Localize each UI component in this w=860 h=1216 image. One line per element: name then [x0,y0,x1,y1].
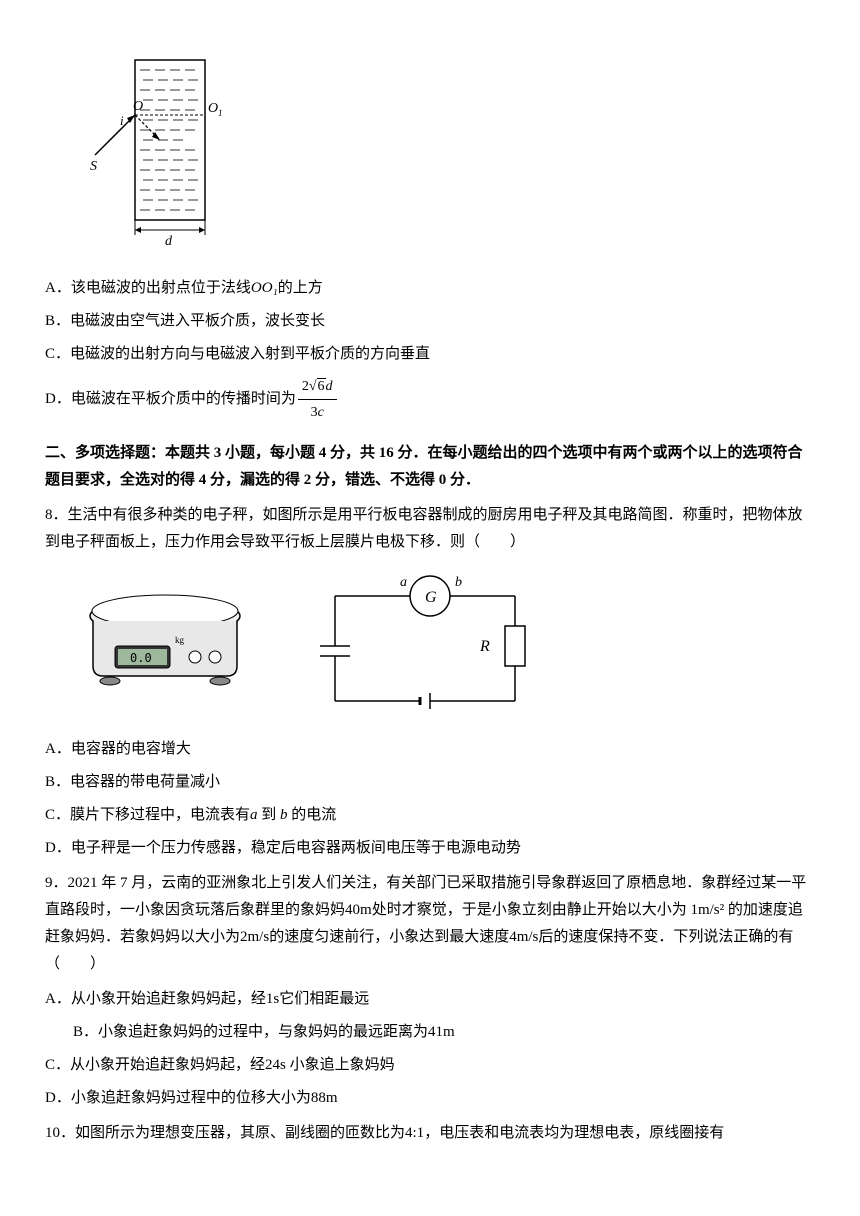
svg-text:G: G [425,589,437,606]
q9-t2: 处时才察觉，于是小象立刻由静止开始以大小为 [372,902,687,918]
option-text: 电子秤是一个压力传感器，稳定后电容器两板间电压等于电源电动势 [71,840,521,856]
option-text: 电磁波由空气进入平板介质，波长变长 [70,313,325,329]
option-text: 该电磁波的出射点位于法线 [71,280,251,296]
q8-option-b: B．电容器的带电荷量减小 [45,769,815,796]
q10-t2: ，电压表和电流表均为理想电表，原线圈接有 [424,1125,724,1141]
option-text: 电容器的带电荷量减小 [70,774,220,790]
svg-text:S: S [90,159,97,174]
option-text: 电磁波的出射方向与电磁波入射到平板介质的方向垂直 [70,346,430,362]
q10-ratio: 4:1 [405,1125,424,1141]
val: 41m [428,1024,455,1040]
suffix: 它们相距最远 [279,991,369,1007]
option-text: 从小象开始追赶象妈妈起，经 [70,1057,265,1073]
svg-text:d: d [165,234,173,249]
q10-text: 10．如图所示为理想变压器，其原、副线圈的匝数比为4:1，电压表和电流表均为理想… [45,1120,815,1147]
svg-text:R: R [479,638,490,655]
q7-option-b: B．电磁波由空气进入平板介质，波长变长 [45,308,815,335]
val: 24s [265,1057,286,1073]
svg-text:kg: kg [175,635,185,645]
q8-option-a: A．电容器的电容增大 [45,736,815,763]
q8-option-c: C．膜片下移过程中，电流表有a 到 b 的电流 [45,802,815,829]
q8-option-d: D．电子秤是一个压力传感器，稳定后电容器两板间电压等于电源电动势 [45,835,815,862]
q8-figures: 0.0 kg [75,571,815,721]
option-text: 小象追赶象妈妈过程中的位移大小为 [71,1090,311,1106]
q8-text: 8．生活中有很多种类的电子秤，如图所示是用平行板电容器制成的厨房用电子秤及其电路… [45,502,815,556]
q9-option-c: C．从小象开始追赶象妈妈起，经24s 小象追上象妈妈 [45,1052,815,1079]
math-a: a [250,807,258,823]
q7-option-c: C．电磁波的出射方向与电磁波入射到平板介质的方向垂直 [45,341,815,368]
svg-text:i: i [120,113,124,128]
option-text: 电磁波在平板介质中的传播时间为 [71,391,296,407]
q7-option-d: D．电磁波在平板介质中的传播时间为26d3c [45,374,815,425]
option-text: 从小象开始追赶象妈妈起，经 [71,991,266,1007]
svg-text:O: O [208,101,218,116]
svg-text:a: a [400,575,407,590]
q9-option-b: B．小象追赶象妈妈的过程中，与象妈妈的最远距离为41m [73,1019,815,1046]
option-text: 小象追赶象妈妈的过程中，与象妈妈的最远距离为 [98,1024,428,1040]
option-text: 电容器的电容增大 [71,741,191,757]
fraction-d: 26d3c [298,374,337,425]
q10-t1: 10．如图所示为理想变压器，其原、副线圈的匝数比为 [45,1125,405,1141]
svg-text:b: b [455,575,462,590]
q9-accel: 1m/s² [690,902,724,918]
math-b: b [280,807,288,823]
math-oo1: OO₁ [251,280,278,296]
q9-speed1: 2m/s [240,929,269,945]
circuit-figure: G a b R [315,571,535,721]
q9-speed2: 4m/s [509,929,538,945]
scale-figure: 0.0 kg [75,581,255,711]
q9-dist1: 40m [345,902,372,918]
q9-text: 9．2021 年 7 月，云南的亚洲象北上引发人们关注，有关部门已采取措施引导象… [45,870,815,978]
q7-option-a: A．该电磁波的出射点位于法线OO₁的上方 [45,275,815,302]
section2-title: 二、多项选择题：本题共 3 小题，每小题 4 分，共 16 分．在每小题给出的四… [45,440,815,494]
option-text: 膜片下移过程中，电流表有 [70,807,250,823]
val: 1s [266,991,279,1007]
q9-t4: 的速度匀速前行，小象达到最大速度 [269,929,509,945]
option-suffix: 的上方 [278,280,323,296]
q9-option-d: D．小象追赶象妈妈过程中的位移大小为88m [45,1085,815,1112]
val: 88m [311,1090,338,1106]
suffix: 小象追上象妈妈 [290,1057,395,1073]
q9-option-a: A．从小象开始追赶象妈妈起，经1s它们相距最远 [45,986,815,1013]
svg-text:1: 1 [218,108,223,118]
q7-figure: O O 1 i S d [85,50,815,260]
suffix: 的电流 [291,807,336,823]
svg-text:O: O [133,99,143,114]
mid: 到 [261,807,276,823]
svg-text:0.0: 0.0 [130,651,152,665]
